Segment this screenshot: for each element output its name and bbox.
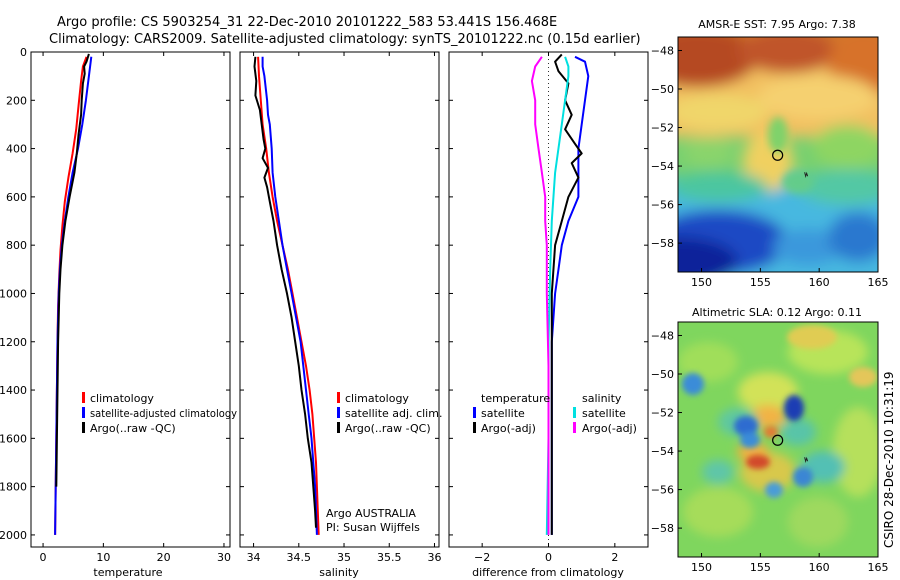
legend-label-sal-argo: Argo(-adj) [582,422,637,435]
x-tick-label: 35 [337,551,351,564]
y-tick-label: 1800 [0,481,27,494]
legend-swatch-sal-argo [573,422,576,433]
temperature-xlabel: temperature [93,566,162,579]
map-y-tick-label: −48 [651,44,674,57]
legend-label-climatology: climatology [90,392,154,405]
trajectory-mark [804,171,809,179]
legend-label-satellite-adj: satellite adj. clim. [345,407,442,420]
x-tick-label: 30 [217,551,231,564]
sst-map-title: AMSR-E SST: 7.95 Argo: 7.38 [698,18,856,31]
header-line-2: Climatology: CARS2009. Satellite-adjuste… [49,32,641,47]
series-line-difference-0 [550,55,590,535]
legend-swatch-argo [82,422,85,433]
legend-swatch-temp-argo [473,422,476,433]
x-tick-label: 34.5 [287,551,312,564]
sst-map-frame [677,36,879,273]
map-y-tick-label: −52 [651,122,674,135]
legend-swatch-satellite-adjusted [82,407,85,418]
map-y-tick-label: −56 [651,199,674,212]
sla-map-title: Altimetric SLA: 0.12 Argo: 0.11 [692,306,862,319]
sla-map-frame [677,321,879,558]
map-y-tick-label: −58 [651,237,674,250]
map-x-tick-label: 155 [750,276,771,289]
difference-legend: temperature satellite Argo(-adj) salinit… [473,392,637,435]
x-tick-label: 34 [247,551,261,564]
legend-label-sal-satellite: satellite [582,407,626,420]
legend-heading-salinity: salinity [582,392,622,405]
y-tick-label: 800 [6,239,27,252]
legend-label-climatology: climatology [345,392,409,405]
legend-heading-temperature: temperature [481,392,550,405]
legend-swatch-climatology [82,392,85,403]
difference-plot: −2 0 2 difference from climatology tempera… [448,51,649,579]
series-line-difference-3 [530,56,550,535]
y-tick-label: 1000 [0,287,27,300]
legend-swatch-argo [337,422,340,433]
map-x-tick-label: 160 [809,276,830,289]
map-x-tick-label: 165 [868,276,889,289]
y-tick-label: 0 [20,46,27,59]
y-tick-label: 2000 [0,529,27,542]
series-line-temperature-2 [55,53,90,487]
x-tick-label: 2 [611,551,618,564]
series-line-salinity-1 [261,56,318,535]
map-y-tick-label: −56 [651,484,674,497]
legend-label-temp-satellite: satellite [481,407,525,420]
sla-map: Altimetric SLA: 0.12 Argo: 0.11 [651,306,889,574]
y-tick-label: 1400 [0,384,27,397]
y-tick-label: 1200 [0,336,27,349]
map-y-tick-label: −58 [651,522,674,535]
series-line-salinity-2 [253,56,317,528]
map-y-tick-label: −54 [651,160,674,173]
csiro-credit: CSIRO 28-Dec-2010 10:31:19 [882,371,896,548]
temperature-plot: 0 10 20 30 0 200 400 600 800 1000 1200 1400 1600 1800… [0,46,237,579]
temperature-legend: climatology satellite-adjusted climatolo… [82,392,237,435]
salinity-plot: 34 34.5 35 35.5 36 salinity climatology sate… [239,51,442,579]
map-x-tick-label: 165 [868,561,889,574]
argo-location-marker [772,434,784,446]
series-line-difference-1 [550,53,583,535]
map-x-tick-label: 150 [691,561,712,574]
legend-swatch-satellite-adj [337,407,340,418]
map-y-tick-label: −54 [651,445,674,458]
legend-swatch-temp-satellite [473,407,476,418]
x-tick-label: 0 [40,551,47,564]
map-x-tick-label: 160 [809,561,830,574]
legend-label-argo: Argo(..raw -QC) [345,422,431,435]
temperature-plot-frame [30,51,231,548]
map-x-tick-label: 155 [750,561,771,574]
trajectory-mark [804,456,809,464]
legend-label-argo: Argo(..raw -QC) [90,422,176,435]
pi-label: PI: Susan Wijffels [326,521,420,534]
salinity-plot-frame [239,51,440,548]
argo-location-marker [772,149,784,161]
legend-label-satellite-adjusted: satellite-adjusted climatology [90,407,237,420]
x-tick-label: 36 [427,551,441,564]
map-y-tick-label: −52 [651,407,674,420]
x-tick-label: 35.5 [377,551,402,564]
map-y-tick-label: −50 [651,83,674,96]
argo-australia-label: Argo AUSTRALIA [326,507,416,520]
header-line-1: Argo profile: CS 5903254_31 22-Dec-2010 … [57,15,557,30]
y-tick-label: 200 [6,94,27,107]
x-tick-label: 0 [545,551,552,564]
map-y-tick-label: −48 [651,329,674,342]
x-tick-label: 20 [157,551,171,564]
salinity-xlabel: salinity [319,566,359,579]
legend-swatch-climatology [337,392,340,403]
map-y-tick-label: −50 [651,368,674,381]
sst-map: AMSR-E SST: 7.95 Argo: 7.38 [651,18,889,289]
legend-swatch-sal-satellite [573,407,576,418]
y-tick-label: 1600 [0,432,27,445]
y-tick-label: 400 [6,143,27,156]
difference-xlabel: difference from climatology [472,566,624,579]
x-tick-label: −2 [474,551,490,564]
map-x-tick-label: 150 [691,276,712,289]
y-tick-label: 600 [6,191,27,204]
salinity-legend: climatology satellite adj. clim. Argo(..… [337,392,442,435]
x-tick-label: 10 [96,551,110,564]
legend-label-temp-argo: Argo(-adj) [481,422,536,435]
